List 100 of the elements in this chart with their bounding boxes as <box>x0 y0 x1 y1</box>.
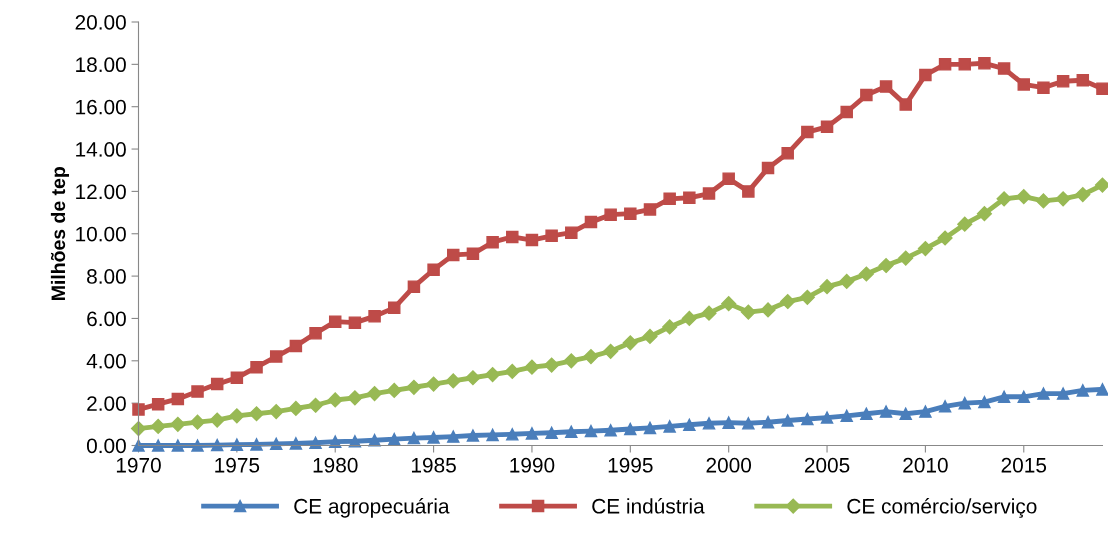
point <box>1075 187 1091 203</box>
point <box>624 207 637 220</box>
point <box>583 348 599 365</box>
y-tick-label: 12.00 <box>76 184 126 200</box>
point <box>269 350 283 363</box>
point <box>996 191 1012 207</box>
point <box>525 233 539 247</box>
point <box>604 424 617 437</box>
point <box>683 418 696 431</box>
point <box>309 327 322 340</box>
point <box>506 428 519 441</box>
point <box>387 432 401 446</box>
x-tick-label: 1970 <box>116 457 161 473</box>
point <box>327 392 343 408</box>
point <box>878 257 894 274</box>
point <box>858 266 874 282</box>
point <box>268 404 284 420</box>
point <box>603 343 619 359</box>
y-tick-label: 6.00 <box>87 311 126 327</box>
x-tick-label: 1980 <box>313 457 358 473</box>
point <box>1055 191 1071 207</box>
point <box>860 88 873 102</box>
point <box>1056 75 1070 88</box>
point <box>524 359 540 375</box>
point <box>504 363 520 379</box>
point <box>132 403 145 416</box>
point <box>937 230 953 246</box>
y-tick-label: 0.00 <box>86 438 126 454</box>
point <box>820 120 834 134</box>
point <box>445 373 461 389</box>
point <box>407 431 421 445</box>
point <box>801 125 814 139</box>
point <box>997 390 1011 404</box>
point <box>624 422 637 436</box>
point <box>506 230 519 244</box>
point <box>307 397 324 413</box>
point <box>663 192 676 206</box>
point <box>189 414 206 430</box>
point <box>387 301 401 315</box>
point <box>1094 177 1108 193</box>
point <box>565 226 578 239</box>
point <box>545 229 558 243</box>
point <box>938 400 952 413</box>
point <box>1037 387 1050 400</box>
point <box>898 250 914 266</box>
point <box>584 215 598 229</box>
point <box>643 421 657 435</box>
point <box>289 339 303 353</box>
x-tick-label: 2005 <box>804 457 850 473</box>
legend-label: CE agropecuária <box>294 498 450 518</box>
y-tick-label: 14.00 <box>76 142 126 157</box>
point <box>151 397 165 411</box>
point <box>722 416 735 429</box>
point <box>486 428 499 442</box>
point <box>978 395 991 409</box>
point <box>801 412 814 426</box>
point <box>683 191 696 205</box>
point <box>740 304 756 320</box>
point <box>919 405 932 418</box>
point <box>466 247 480 261</box>
point <box>701 305 717 321</box>
point <box>879 80 893 93</box>
point <box>1096 383 1108 396</box>
point <box>328 315 342 328</box>
point <box>348 435 362 448</box>
point <box>1016 189 1032 205</box>
point <box>860 407 873 420</box>
point <box>288 400 304 417</box>
point <box>840 105 853 119</box>
point <box>544 357 560 373</box>
point <box>525 427 539 440</box>
point <box>427 431 440 444</box>
point <box>465 370 481 386</box>
point <box>406 379 422 395</box>
point <box>702 187 716 200</box>
legend-label: CE indústria <box>592 498 705 514</box>
point <box>899 98 912 111</box>
point <box>760 302 776 318</box>
point <box>663 420 676 433</box>
point <box>1017 390 1031 404</box>
point <box>643 203 657 216</box>
point <box>761 415 775 429</box>
point <box>171 439 185 452</box>
point <box>622 335 638 351</box>
point <box>209 412 225 428</box>
point <box>150 418 166 435</box>
point <box>170 416 186 432</box>
x-tick-label: 1990 <box>510 457 555 473</box>
point <box>820 411 834 424</box>
point <box>938 58 952 71</box>
point <box>681 310 697 327</box>
x-tick-label: 2000 <box>706 457 752 473</box>
point <box>485 366 501 383</box>
point <box>210 377 224 391</box>
point <box>1096 82 1108 95</box>
point <box>151 439 165 452</box>
point <box>997 62 1011 75</box>
point <box>1056 387 1070 400</box>
point <box>742 417 755 430</box>
point <box>1017 78 1031 91</box>
